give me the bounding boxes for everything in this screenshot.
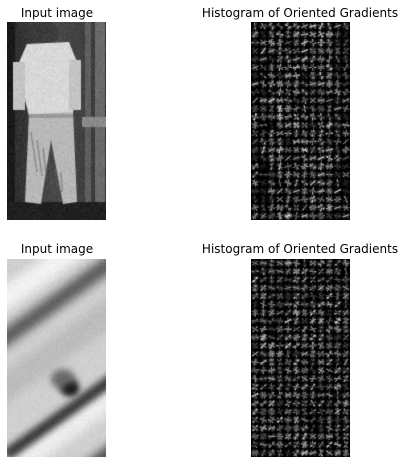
panel-2-title: Histogram of Oriented Gradients [201,6,399,20]
panel-4-title: Histogram of Oriented Gradients [201,242,399,256]
input-image-person [7,22,106,220]
panel-3-title: Input image [20,242,94,256]
hog-image-person [251,22,350,220]
input-image-background [7,259,106,457]
panel-1-title: Input image [20,6,94,20]
hog-image-background [251,259,350,457]
